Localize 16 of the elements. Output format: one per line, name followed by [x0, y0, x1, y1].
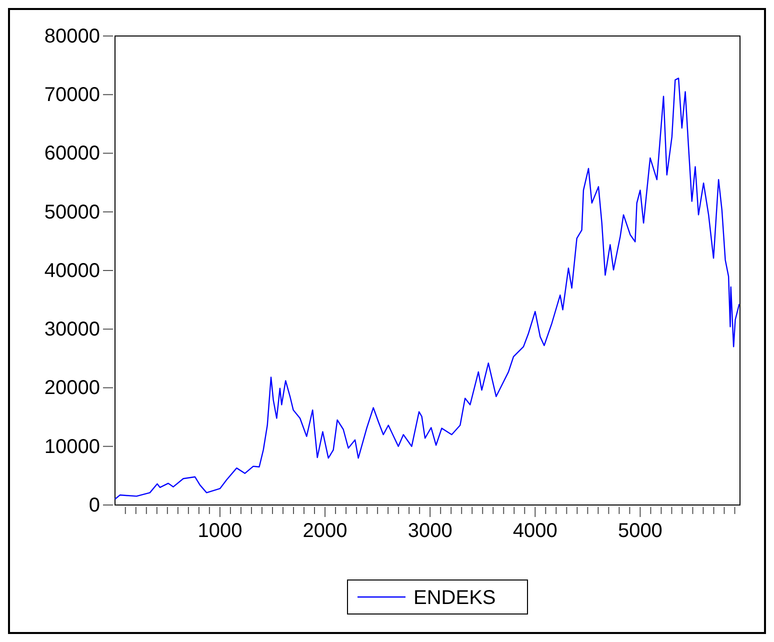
y-tick-label: 80000 [44, 25, 100, 48]
line-series [114, 78, 740, 500]
legend-label: ENDEKS [414, 587, 496, 609]
y-tick-label: 40000 [44, 260, 100, 282]
x-tick-label: 4000 [512, 520, 558, 542]
y-tick-label: 0 [88, 494, 100, 516]
x-tick-label: 2000 [302, 520, 348, 542]
y-tick-label: 10000 [44, 436, 100, 458]
y-tick-label: 60000 [44, 142, 100, 165]
x-tick-label: 3000 [408, 520, 452, 542]
x-tick-label: 5000 [618, 520, 662, 542]
y-tick-label: 20000 [44, 377, 100, 400]
y-tick-label: 70000 [44, 84, 100, 106]
y-tick-label: 30000 [44, 318, 100, 341]
x-tick-label: 1000 [198, 520, 242, 542]
y-tick-label: 50000 [44, 201, 100, 224]
